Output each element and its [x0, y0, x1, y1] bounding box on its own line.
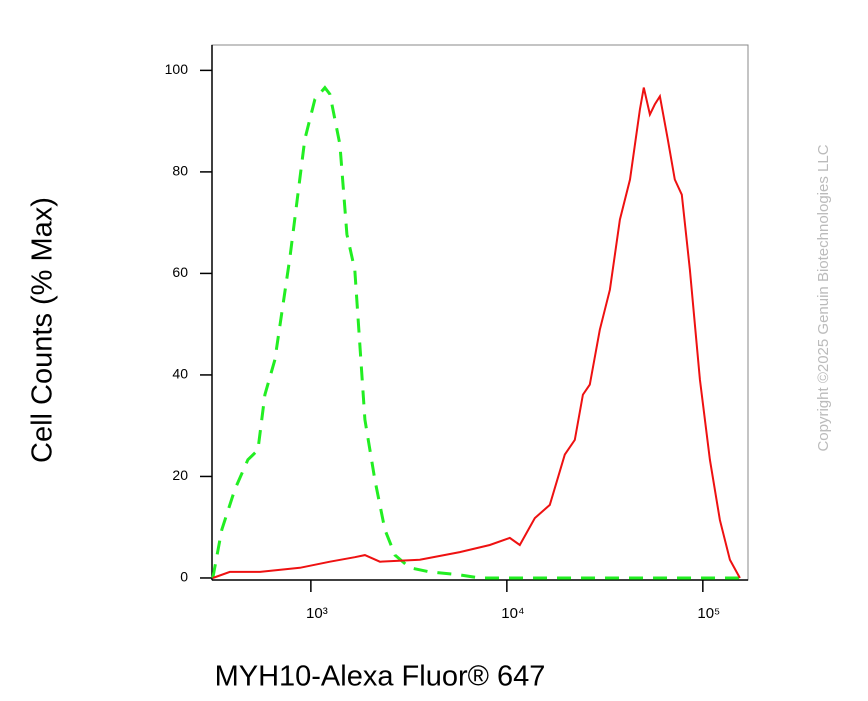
y-tick-label: 100: [165, 61, 189, 77]
y-tick-label: 20: [172, 467, 188, 483]
y-tick-label: 60: [172, 264, 188, 280]
series-line: [212, 87, 741, 579]
y-axis-label: Cell Counts (% Max): [27, 197, 59, 463]
x-tick-label: 10³: [306, 605, 328, 622]
x-axis-label: MYH10-Alexa Fluor® 647: [215, 661, 546, 693]
x-tick-label: 10⁵: [697, 605, 720, 622]
y-tick-label: 80: [172, 163, 188, 179]
plot-frame: [211, 44, 749, 581]
y-tick-label: 40: [172, 366, 188, 382]
x-tick-label: 10⁴: [501, 605, 524, 622]
series-line: [211, 85, 740, 580]
y-tick-label: 0: [180, 569, 188, 585]
watermark: Copyright ©2025 Genuin Biotechnologies L…: [815, 144, 832, 451]
